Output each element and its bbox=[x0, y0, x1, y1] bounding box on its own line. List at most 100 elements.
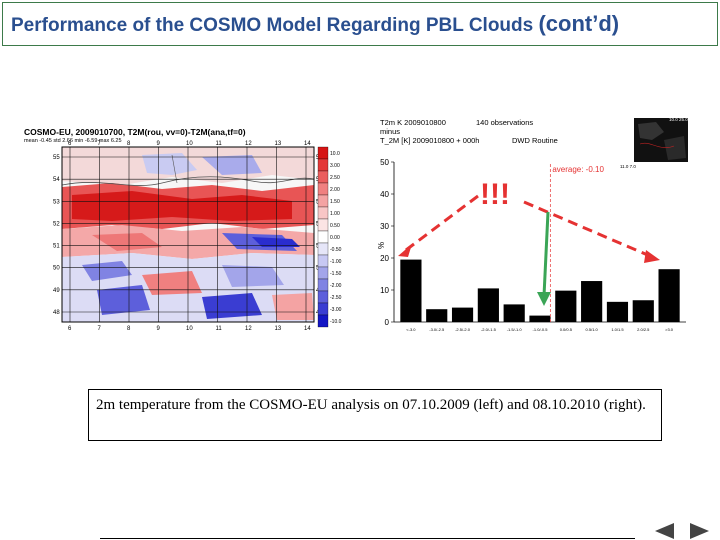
histogram-xtick: -3.0/-2.5 bbox=[429, 327, 445, 332]
map-lon-tick-top: 13 bbox=[275, 141, 282, 147]
observation-count: 140 observations bbox=[476, 118, 534, 127]
histogram-xtick: 0.0/0.5 bbox=[560, 327, 573, 332]
colorbar-swatch bbox=[317, 218, 329, 232]
triangle-left-icon[interactable] bbox=[652, 521, 676, 540]
histogram-bars bbox=[400, 259, 680, 322]
histogram-header-line3: T_2M [K] 2009010800 + 000h bbox=[380, 136, 480, 145]
histogram-ytick: 10 bbox=[380, 286, 389, 295]
colorbar-label: 1.50 bbox=[330, 199, 340, 205]
red-arrow-left bbox=[398, 194, 479, 257]
map-lat-tick: 53 bbox=[53, 199, 60, 205]
colorbar-swatch bbox=[317, 146, 329, 160]
colorbar-label: 10.0 bbox=[330, 151, 340, 157]
histogram-xtick: 0.5/1.0 bbox=[586, 327, 599, 332]
red-arrow-right bbox=[523, 200, 660, 263]
map-lon-tick: 11 bbox=[216, 326, 223, 332]
colorbar-swatch bbox=[317, 278, 329, 292]
histogram-bar bbox=[581, 281, 603, 322]
colorbar-label: -3.00 bbox=[330, 307, 342, 313]
colorbar-label: 0.00 bbox=[330, 235, 340, 241]
map-lon-tick: 8 bbox=[127, 326, 131, 332]
exclamation-marks: !!! bbox=[480, 178, 510, 211]
colorbar-swatch bbox=[317, 158, 329, 172]
colorbar-label: 0.50 bbox=[330, 223, 340, 229]
map-lon-tick: 13 bbox=[275, 326, 282, 332]
histogram-ytick: 0 bbox=[385, 318, 390, 327]
map-gridlines bbox=[62, 147, 314, 322]
map-title: COSMO-EU, 2009010700, T2M(rou, vv=0)-T2M… bbox=[24, 127, 246, 137]
histogram-ytick: 20 bbox=[380, 254, 389, 263]
map-lat-tick: 51 bbox=[53, 244, 60, 250]
colorbar-label: -0.50 bbox=[330, 247, 342, 253]
colorbar-label: 2.50 bbox=[330, 175, 340, 181]
map-lon-tick-top: 10 bbox=[186, 141, 193, 147]
colorbar-swatch bbox=[317, 290, 329, 304]
map-lon-tick-top: 11 bbox=[216, 141, 223, 147]
map-lon-tick-top: 6 bbox=[68, 141, 72, 147]
histogram-ytick: 50 bbox=[380, 158, 389, 167]
slide-title-main: Performance of the COSMO Model Regarding… bbox=[11, 15, 534, 36]
average-label: average: -0.10 bbox=[552, 165, 604, 174]
map-lat-tick: 52 bbox=[53, 221, 60, 227]
histogram-xtick: 1.0/1.5 bbox=[611, 327, 624, 332]
histogram-xtick: 2.0/2.5 bbox=[637, 327, 650, 332]
histogram-header-line1: T2m K 2009010800 bbox=[380, 118, 446, 127]
histogram-bar bbox=[477, 288, 499, 322]
histogram-bar bbox=[426, 309, 448, 322]
histogram-bar bbox=[658, 269, 680, 322]
histogram-bar bbox=[400, 259, 422, 322]
histogram-ytick: 40 bbox=[380, 190, 389, 199]
histogram-xtick: <-3.0 bbox=[406, 327, 416, 332]
slide-title-bar: Performance of the COSMO Model Regarding… bbox=[2, 2, 718, 46]
colorbar-swatch bbox=[317, 194, 329, 208]
colorbar-swatch bbox=[317, 242, 329, 256]
map-lat-tick: 50 bbox=[53, 266, 60, 272]
histogram-bar bbox=[503, 304, 525, 322]
colorbar-label: 2.00 bbox=[330, 187, 340, 193]
map-lon-tick-top: 8 bbox=[127, 141, 131, 147]
inset-label-secondary: 11.0 7.0 bbox=[620, 164, 636, 169]
colorbar-swatch bbox=[317, 206, 329, 220]
colorbar-label: -2.00 bbox=[330, 283, 342, 289]
map-stats: mean -0.45 std 2.66 min -6.59 max 6.25 bbox=[24, 138, 122, 144]
colorbar-label: -1.50 bbox=[330, 271, 342, 277]
colorbar-label: 3.00 bbox=[330, 163, 340, 169]
histogram-xtick: >3.0 bbox=[665, 327, 674, 332]
histogram-ylabel: % bbox=[376, 242, 385, 249]
map-lat-tick: 49 bbox=[53, 288, 60, 294]
inset-label: 10.0 25.0 bbox=[669, 117, 688, 122]
histogram-xtick: -2.0/-1.5 bbox=[481, 327, 497, 332]
routine-label: DWD Routine bbox=[512, 136, 558, 145]
map-lon-tick: 9 bbox=[157, 326, 161, 332]
map-lon-tick-top: 7 bbox=[98, 141, 102, 147]
histogram-xtick: -2.5/-2.0 bbox=[455, 327, 471, 332]
colorbar-swatch bbox=[317, 170, 329, 184]
colorbar-swatch bbox=[317, 266, 329, 280]
colorbar-label: -1.00 bbox=[330, 259, 342, 265]
temperature-map-figure: COSMO-EU, 2009010700, T2M(rou, vv=0)-T2M… bbox=[22, 125, 352, 340]
map-lat-tick: 48 bbox=[53, 310, 60, 316]
map-lon-tick: 12 bbox=[245, 326, 252, 332]
histogram-bar bbox=[529, 315, 551, 322]
colorbar-swatch bbox=[317, 254, 329, 268]
map-lat-tick: 55 bbox=[53, 155, 60, 161]
slide-title: Performance of the COSMO Model Regarding… bbox=[11, 11, 619, 37]
colorbar-label: -2.50 bbox=[330, 295, 342, 301]
triangle-right-icon[interactable] bbox=[688, 521, 712, 540]
map-lon-tick-top: 9 bbox=[157, 141, 161, 147]
map-frame bbox=[61, 146, 315, 323]
histogram-bar bbox=[632, 300, 654, 322]
colorbar-label: -10.0 bbox=[330, 319, 342, 325]
histogram-ytick: 30 bbox=[380, 222, 389, 231]
map-lon-tick: 10 bbox=[186, 326, 193, 332]
histogram-xtick: -1.5/-1.0 bbox=[507, 327, 523, 332]
histogram-bar bbox=[555, 290, 577, 322]
colorbar-swatch bbox=[317, 314, 329, 328]
histogram-xtick: -1.0/-0.5 bbox=[533, 327, 549, 332]
histogram-header-line2: minus bbox=[380, 127, 401, 136]
histogram-bar bbox=[606, 301, 629, 322]
map-lon-tick-top: 12 bbox=[245, 141, 252, 147]
map-lon-tick: 14 bbox=[304, 326, 311, 332]
colorbar-label: 1.00 bbox=[330, 211, 340, 217]
